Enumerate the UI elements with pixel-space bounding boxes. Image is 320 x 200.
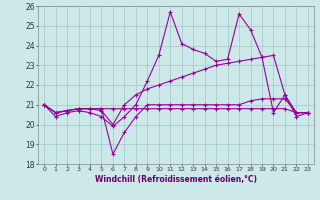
X-axis label: Windchill (Refroidissement éolien,°C): Windchill (Refroidissement éolien,°C) (95, 175, 257, 184)
